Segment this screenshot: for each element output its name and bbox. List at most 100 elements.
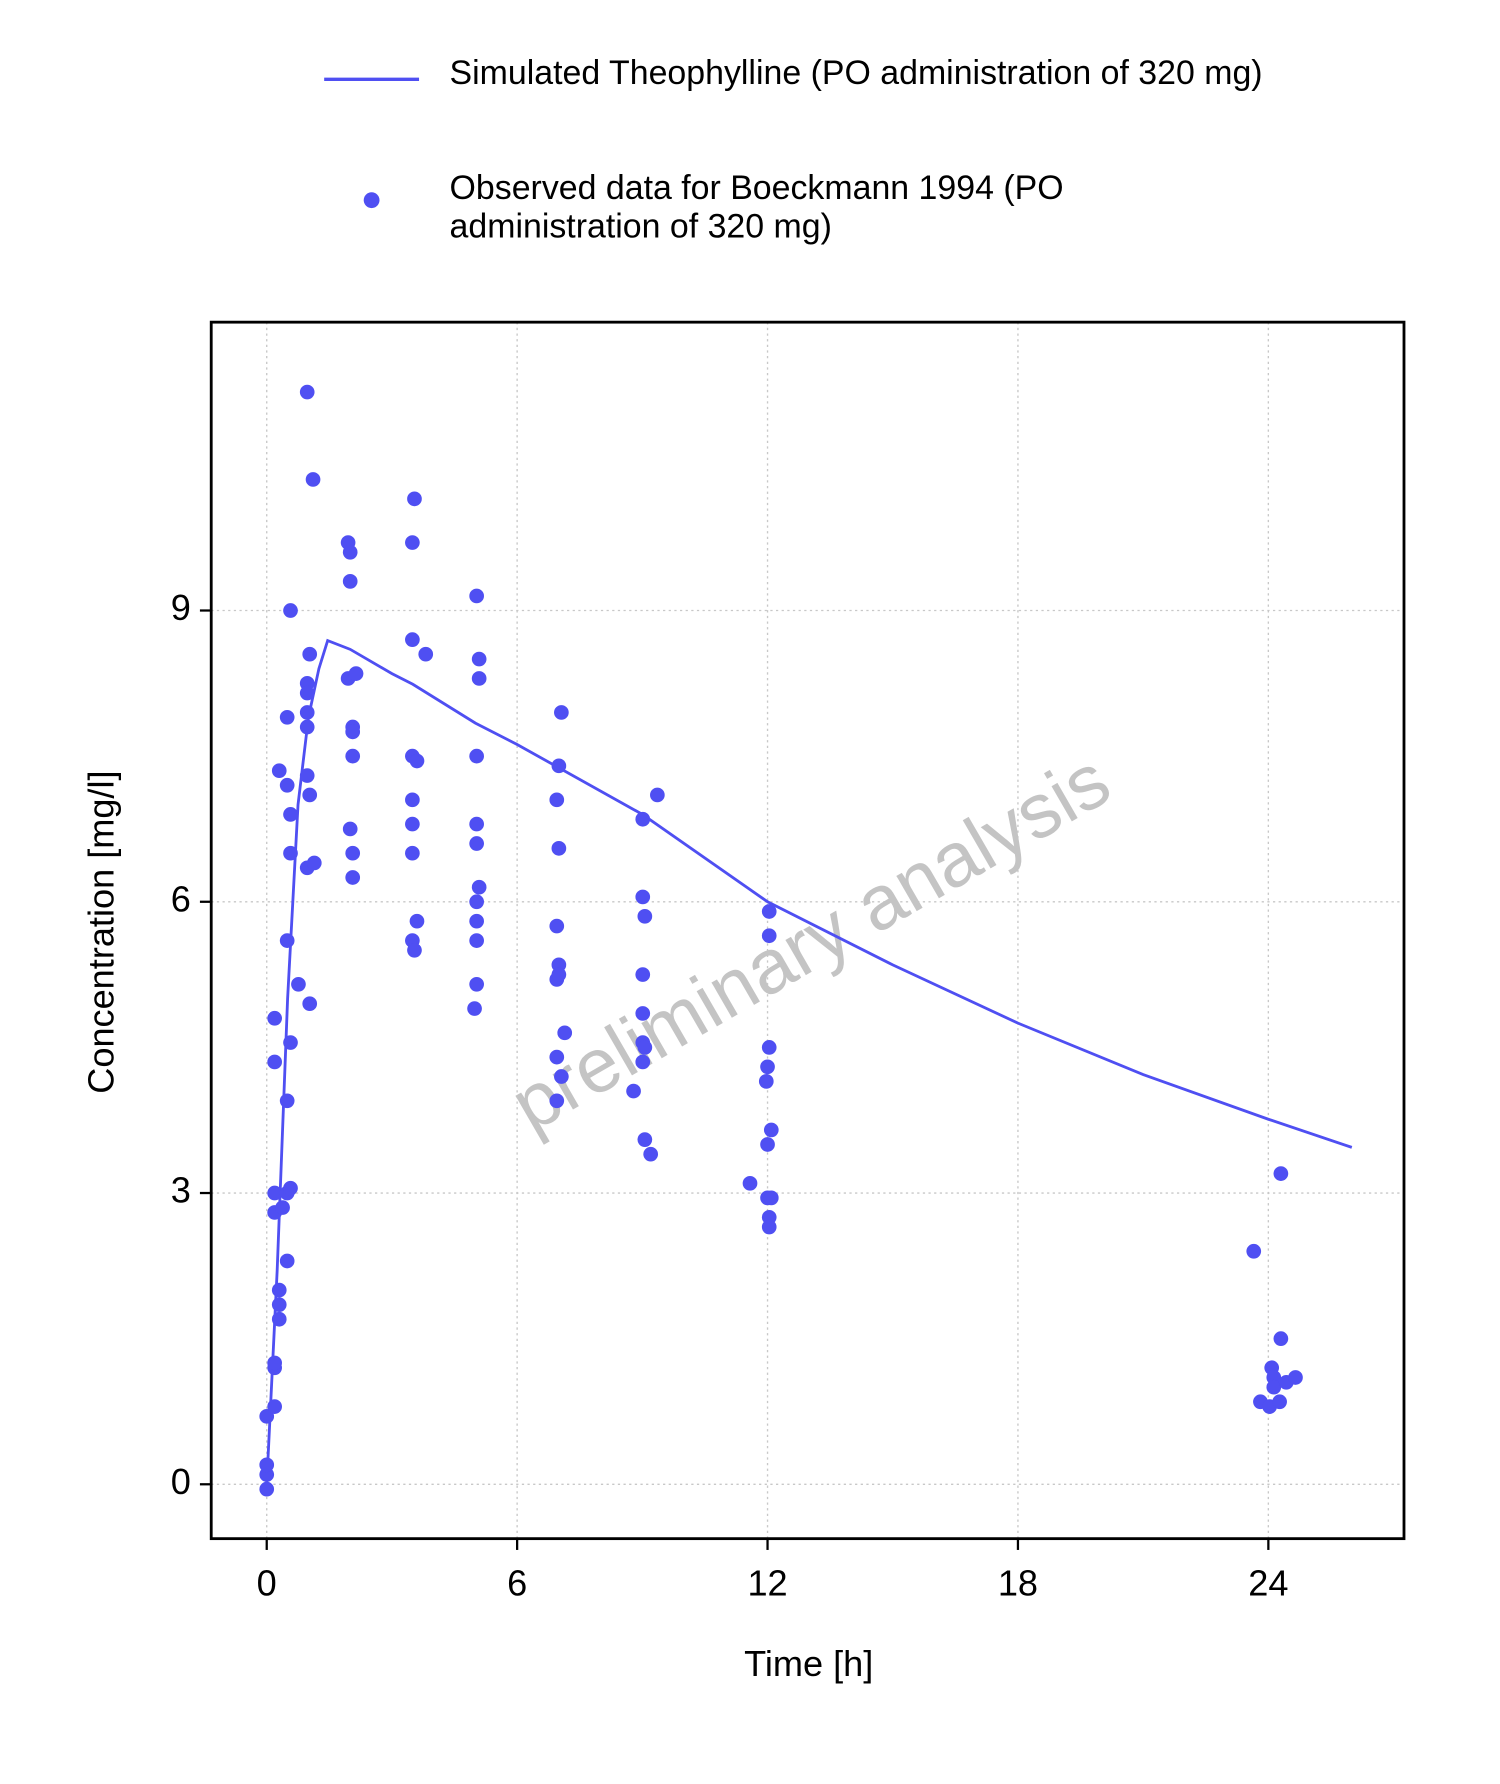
data-point: [409, 913, 425, 929]
data-point: [650, 787, 665, 803]
data-point: [271, 1297, 287, 1313]
data-point: [302, 996, 318, 1012]
data-point: [551, 758, 567, 774]
data-point: [742, 1175, 758, 1191]
data-point: [259, 1457, 275, 1473]
y-tick-label: 9: [171, 587, 191, 628]
x-tick-label: 0: [257, 1563, 277, 1604]
data-point: [761, 1219, 777, 1235]
plot-frame: [209, 320, 1406, 1541]
data-point: [271, 1311, 287, 1327]
data-point: [291, 976, 306, 992]
legend-label: Observed data for Boeckmann 1994 (PO adm…: [449, 169, 1064, 246]
x-tick-label: 24: [1248, 1563, 1288, 1604]
legend-item: Observed data for Boeckmann 1994 (PO adm…: [449, 169, 1064, 246]
data-point: [405, 535, 420, 550]
data-point: [405, 845, 420, 861]
data-point: [549, 792, 565, 808]
data-point: [409, 753, 425, 769]
data-point: [643, 1146, 659, 1162]
data-point: [471, 651, 487, 667]
data-point: [469, 976, 484, 992]
data-point: [554, 705, 569, 720]
data-point: [1246, 1243, 1262, 1259]
data-point: [283, 845, 298, 861]
data-point: [761, 928, 777, 944]
data-point: [1266, 1379, 1282, 1395]
data-point: [299, 705, 315, 720]
data-point: [469, 588, 484, 604]
data-point: [271, 1282, 287, 1298]
y-tick-label: 3: [171, 1170, 191, 1211]
data-point: [471, 671, 487, 686]
data-point: [758, 1074, 774, 1089]
data-point: [299, 384, 315, 400]
data-point: [299, 685, 315, 701]
data-point: [259, 1481, 275, 1497]
data-point: [279, 1253, 295, 1269]
data-point: [635, 967, 651, 982]
data-point: [761, 904, 777, 919]
data-point: [554, 1069, 569, 1084]
data-point: [637, 1040, 653, 1055]
sim-line: [265, 638, 1353, 1485]
data-point: [279, 1093, 295, 1109]
data-point: [407, 491, 422, 507]
data-point: [267, 1399, 282, 1414]
data-point: [342, 544, 358, 560]
data-point: [635, 1006, 651, 1021]
x-axis-label: Time [h]: [744, 1643, 873, 1684]
data-point: [467, 1001, 482, 1016]
data-point: [635, 811, 651, 827]
data-point: [626, 1083, 641, 1099]
data-point: [299, 719, 315, 735]
data-point: [279, 777, 295, 793]
data-point: [418, 646, 434, 662]
data-point: [345, 724, 361, 740]
data-point: [549, 918, 565, 934]
data-point: [551, 841, 567, 856]
data-point: [469, 913, 484, 929]
legend-label: Simulated Theophylline (PO administratio…: [449, 54, 1263, 92]
data-point: [1272, 1394, 1287, 1410]
data-point: [279, 709, 295, 725]
data-point: [267, 1010, 282, 1026]
data-point: [348, 666, 364, 681]
data-point: [760, 1137, 775, 1152]
data-point: [760, 1059, 775, 1075]
data-point: [1288, 1370, 1303, 1385]
y-axis-label: Concentration [mg/l]: [80, 770, 121, 1093]
data-point: [549, 1049, 565, 1065]
data-point: [469, 816, 484, 832]
data-point: [405, 816, 420, 832]
data-point: [469, 748, 484, 764]
data-point: [637, 1132, 653, 1147]
legend-dot-swatch: [363, 192, 380, 209]
data-point: [469, 836, 484, 851]
data-point: [299, 768, 315, 783]
x-tick-label: 18: [998, 1563, 1038, 1604]
legend: Simulated Theophylline (PO administratio…: [324, 54, 1263, 246]
data-point: [305, 472, 321, 487]
data-point: [267, 1185, 282, 1201]
data-point: [407, 942, 422, 958]
data-point: [345, 870, 361, 885]
data-point: [549, 1093, 565, 1109]
data-point: [635, 889, 651, 905]
data-point: [267, 1054, 282, 1070]
data-point: [275, 1200, 290, 1215]
x-tick-label: 12: [747, 1563, 787, 1604]
data-point: [342, 574, 358, 589]
data-point: [259, 1408, 275, 1424]
data-point: [1273, 1331, 1289, 1346]
data-point: [637, 908, 653, 924]
data-point: [283, 603, 298, 618]
data-point: [302, 787, 318, 803]
y-tick-label: 6: [171, 878, 191, 919]
legend-item: Simulated Theophylline (PO administratio…: [449, 54, 1263, 92]
data-point: [557, 1025, 573, 1041]
data-point: [283, 807, 298, 822]
data-point: [306, 855, 322, 871]
